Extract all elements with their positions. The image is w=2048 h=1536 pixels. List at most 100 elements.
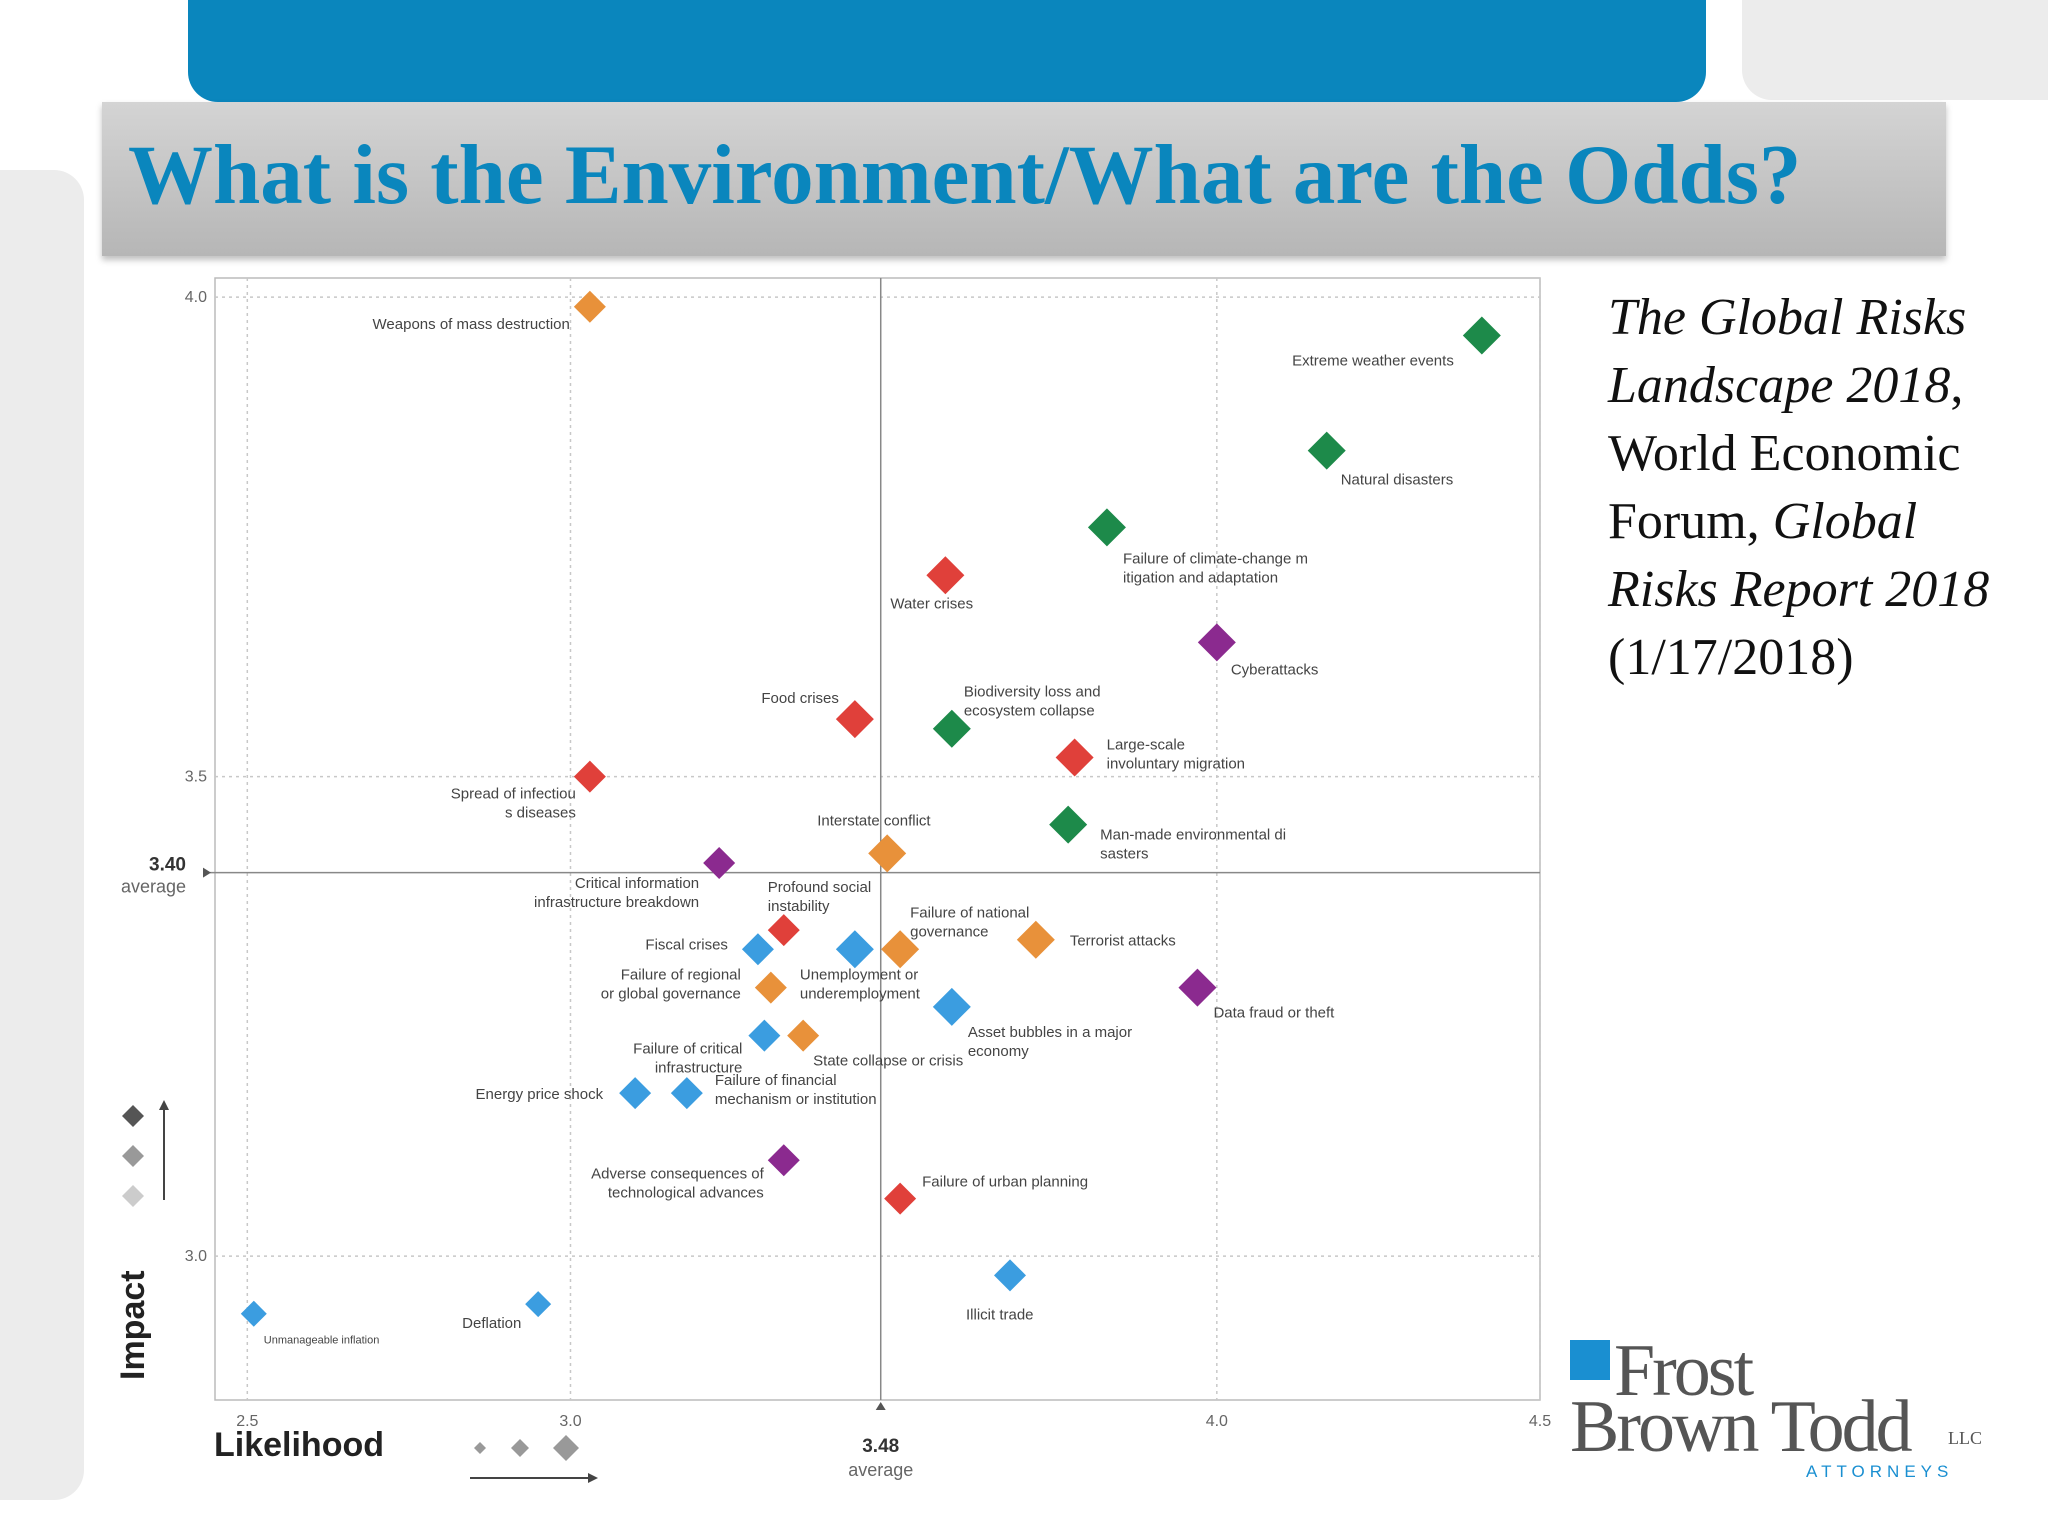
- risk-point-label: Unmanageable inflation: [264, 1335, 380, 1347]
- risk-point-label: Fiscal crises: [645, 936, 728, 953]
- risk-point-label: instability: [768, 898, 830, 915]
- header-corner-tab: [1742, 0, 2048, 100]
- citation-publisher: , World Economic Forum,: [1608, 357, 1964, 550]
- risk-point-label: Man-made environmental di: [1100, 827, 1286, 844]
- risk-point: [835, 700, 874, 739]
- header-accent-band: [188, 0, 1706, 102]
- chart-points: [240, 290, 1501, 1327]
- risk-point: [767, 1144, 800, 1177]
- risk-point: [1087, 508, 1126, 547]
- citation-date: (1/17/2018): [1608, 629, 1854, 686]
- risk-point-label: ecosystem collapse: [964, 703, 1095, 720]
- risk-point-label: Critical information: [575, 875, 699, 892]
- risk-point: [1049, 805, 1088, 844]
- risk-point: [619, 1077, 652, 1110]
- y-tick-label: 3.0: [185, 1248, 207, 1265]
- chart-size-legends: [122, 1100, 598, 1483]
- chart-point-labels: Weapons of mass destruction Extreme weath…: [264, 316, 1454, 1347]
- risk-point: [525, 1291, 552, 1318]
- average-x-marker: [875, 1402, 886, 1410]
- x-tick-label: 2.5: [236, 1413, 258, 1430]
- risk-point-label: mechanism or institution: [715, 1091, 877, 1108]
- risk-point-label: Interstate conflict: [817, 812, 931, 829]
- risk-point: [573, 760, 606, 793]
- risk-point-label: Water crises: [890, 595, 973, 612]
- risk-point-label: Unemployment or: [800, 966, 918, 983]
- risk-point-label: Failure of regional: [621, 967, 741, 984]
- risk-point: [748, 1019, 781, 1052]
- logo-square-icon: [1570, 1340, 1610, 1380]
- risk-point-label: economy: [968, 1043, 1029, 1060]
- logo-line-2: Brown Todd: [1570, 1386, 1913, 1468]
- risk-point-label: infrastructure: [655, 1060, 743, 1077]
- x-tick-label: 4.0: [1206, 1413, 1228, 1430]
- risk-point: [932, 987, 971, 1026]
- risk-point-label: Failure of climate-change m: [1123, 550, 1308, 567]
- x-tick-label: 3.0: [559, 1413, 581, 1430]
- risk-point-label: Illicit trade: [966, 1306, 1034, 1323]
- risk-point: [1197, 623, 1236, 662]
- risk-point: [932, 709, 971, 748]
- logo-tagline: ATTORNEYS: [1806, 1462, 1954, 1481]
- risk-point: [787, 1019, 820, 1052]
- risk-point: [670, 1077, 703, 1110]
- risk-point-label: Spread of infectiou: [451, 786, 576, 803]
- left-side-panel: [0, 170, 84, 1500]
- y-tick-label: 4.0: [185, 289, 207, 306]
- risk-point-label: Adverse consequences of: [591, 1165, 764, 1182]
- risk-point-label: Energy price shock: [476, 1086, 604, 1103]
- firm-logo: Frost Brown Todd LLC ATTORNEYS: [1570, 1334, 1982, 1490]
- risk-point: [835, 930, 874, 969]
- risk-point-label: State collapse or crisis: [813, 1053, 963, 1070]
- title-bar: What is the Environment/What are the Odd…: [102, 102, 1946, 256]
- risk-point: [1462, 316, 1501, 355]
- risk-point-label: Failure of critical: [633, 1041, 742, 1058]
- impact-color-legend-diamond: [122, 1145, 144, 1167]
- risk-point-label: Deflation: [462, 1315, 521, 1332]
- chart-background: [100, 270, 1560, 1490]
- risk-point: [1178, 968, 1217, 1007]
- risk-point: [868, 834, 907, 873]
- average-x-sublabel: average: [848, 1460, 913, 1480]
- citation-report-name: Global Risks Report 2018: [1608, 493, 1990, 618]
- risk-point-label: s diseases: [505, 805, 576, 822]
- risk-point-label: Failure of financial: [715, 1072, 837, 1089]
- risk-point-label: Profound social: [768, 879, 871, 896]
- risk-point: [754, 971, 787, 1004]
- risk-point: [994, 1259, 1026, 1292]
- risk-point-label: itigation and adaptation: [1123, 569, 1278, 586]
- risk-point-label: Biodiversity loss and: [964, 684, 1101, 701]
- risk-point: [1016, 920, 1055, 959]
- likelihood-legend-arrow-head: [588, 1473, 598, 1483]
- risk-point-label: governance: [910, 923, 988, 940]
- risk-point: [1307, 431, 1346, 470]
- impact-legend-arrow-head: [159, 1100, 169, 1110]
- risk-point-label: Terrorist attacks: [1070, 933, 1176, 950]
- risk-point-label: Extreme weather events: [1292, 353, 1454, 370]
- average-y-marker: [203, 867, 211, 878]
- risk-point-label: Failure of national: [910, 904, 1029, 921]
- risk-point-label: Cyberattacks: [1231, 661, 1319, 678]
- risk-point: [573, 290, 606, 323]
- average-y-value: 3.40: [149, 855, 186, 876]
- likelihood-size-legend-diamond: [474, 1442, 486, 1454]
- risk-point: [1055, 738, 1094, 777]
- likelihood-size-legend-diamond: [553, 1435, 579, 1461]
- risk-point: [926, 556, 965, 595]
- risk-point-label: underemployment: [800, 985, 921, 1002]
- risk-point-label: Natural disasters: [1341, 472, 1454, 489]
- risk-point: [881, 930, 920, 969]
- risk-point: [884, 1182, 917, 1215]
- risk-point-label: infrastructure breakdown: [534, 894, 699, 911]
- chart-axes: 2.5 3.0 4.0 4.53.03.54.03.48average3.40aver…: [114, 289, 1551, 1480]
- impact-color-legend-diamond: [122, 1105, 144, 1127]
- y-tick-label: 3.5: [185, 769, 207, 786]
- logo-line-1: Frost: [1614, 1330, 1754, 1412]
- chart-grid: [210, 277, 1541, 1401]
- risk-point-label: Data fraud or theft: [1213, 1005, 1335, 1022]
- x-axis-title: Likelihood: [214, 1426, 384, 1464]
- risk-point-label: Failure of urban planning: [922, 1174, 1088, 1191]
- average-x-value: 3.48: [862, 1436, 899, 1457]
- risk-point-label: sasters: [1100, 846, 1148, 863]
- citation-report-title: The Global Risks Landscape 2018: [1608, 289, 1967, 414]
